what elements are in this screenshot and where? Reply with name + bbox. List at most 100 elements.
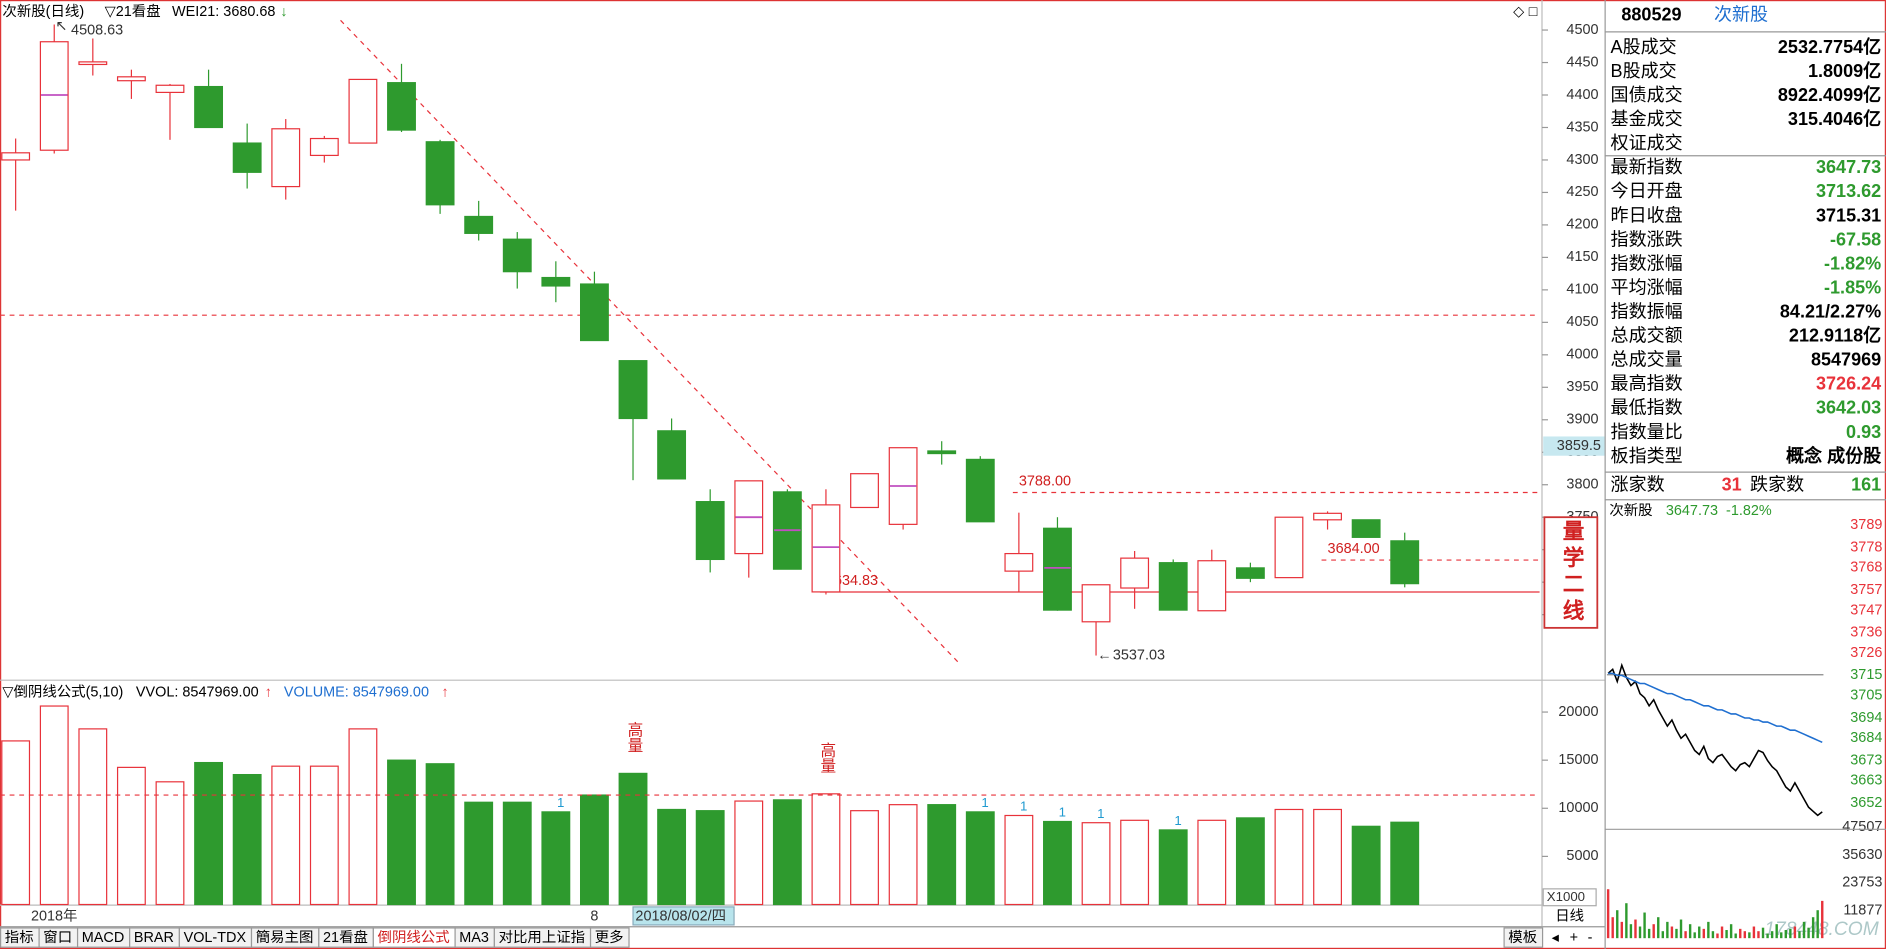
tab-label[interactable]: MACD	[82, 930, 124, 946]
y-tick-label: 3715	[1850, 667, 1882, 683]
tab-label[interactable]: BRAR	[134, 930, 174, 946]
intraday-change: -1.82%	[1726, 503, 1772, 519]
y-tick-label: 3900	[1566, 412, 1598, 428]
quote-label: A股成交	[1611, 37, 1677, 57]
volume-arrow: ↑	[441, 685, 448, 701]
extreme-label: 3537.03	[1113, 647, 1165, 663]
extreme-arrow: ←	[1097, 647, 1111, 663]
quote-label: 最高指数	[1611, 374, 1683, 394]
candle-body	[1158, 562, 1188, 611]
candle-body	[1390, 540, 1420, 585]
volume-bar	[811, 793, 841, 906]
candle-body	[850, 473, 879, 509]
y2-tick-label: 35630	[1842, 847, 1882, 863]
intraday-line	[1608, 672, 1823, 744]
quote-value: 2532.7754亿	[1778, 36, 1881, 57]
tab[interactable]	[1503, 927, 1544, 948]
indicator: WEI21: 3680.68	[172, 4, 275, 20]
quote-value: 84.21/2.27%	[1780, 301, 1881, 321]
y-tick-label: 10000	[1558, 800, 1598, 816]
quote-label: 指数量比	[1611, 422, 1683, 442]
volume-bar	[387, 759, 416, 906]
period[interactable]: 日线	[1555, 907, 1584, 924]
y-tick-label: 3673	[1850, 752, 1882, 768]
badge: 量学二线	[1543, 516, 1599, 629]
y-tick-label: 3747	[1850, 602, 1882, 618]
breadth-up-label: 涨家数	[1611, 475, 1665, 495]
quote-value: 0.93	[1846, 422, 1881, 442]
y-tick-label: 4350	[1566, 119, 1598, 135]
volume-title[interactable]: ▽倒阴线公式(5,10)	[2, 684, 123, 701]
y-tick-label: 3726	[1850, 645, 1882, 661]
volume-bar	[579, 794, 609, 906]
badge-text: 量学二线	[1560, 520, 1585, 626]
extreme-arrow: ↖	[55, 19, 67, 35]
tab-label[interactable]: 簡易主图	[256, 929, 314, 946]
y-tick-label: 15000	[1558, 752, 1598, 768]
tab-label[interactable]: VOL-TDX	[184, 930, 247, 946]
tab-label[interactable]: 指标	[5, 929, 34, 946]
volume-bar	[1081, 822, 1111, 906]
tab-label[interactable]: 窗口	[43, 928, 72, 946]
candle-body	[116, 76, 146, 82]
tab-label[interactable]: 模板	[1508, 929, 1537, 946]
tab-label[interactable]: 对比用上证指	[499, 929, 586, 946]
volume-signal: 1	[557, 795, 564, 810]
volume-bar	[1, 740, 31, 906]
volume-bar	[1004, 814, 1034, 906]
quote-code: 880529	[1621, 4, 1681, 24]
tab-label[interactable]: 倒阴线公式	[378, 929, 450, 946]
y2-tick-label: 47507	[1842, 819, 1882, 835]
menu[interactable]: ▽21看盘	[105, 2, 161, 20]
candle-body	[1313, 512, 1342, 521]
quote-label: 国债成交	[1611, 85, 1683, 105]
volume-bar	[464, 801, 494, 906]
volume-bar	[965, 811, 995, 906]
y2-tick-label: 23753	[1842, 875, 1882, 891]
cursor-value: 3859.5	[1557, 438, 1601, 454]
quote-label: 基金成交	[1611, 109, 1683, 129]
y-tick-label: 3950	[1566, 379, 1598, 395]
volume-bar	[657, 808, 687, 906]
candle-body	[965, 458, 995, 523]
volume-bar	[772, 799, 802, 906]
volume-bar	[1390, 821, 1420, 906]
zoom-button[interactable]: ◂	[1552, 930, 1560, 946]
volume-bar	[1158, 829, 1188, 906]
candle-body	[1043, 527, 1072, 611]
y-tick-label: 4450	[1566, 54, 1598, 70]
vvol-arrow: ↑	[265, 685, 272, 701]
candle-body	[811, 504, 841, 593]
quote-value: 3647.73	[1816, 157, 1881, 177]
quote-label: 今日开盘	[1611, 181, 1683, 201]
volume-signal: 1	[1020, 799, 1027, 814]
y-tick-label: 4150	[1566, 249, 1598, 265]
tab-label[interactable]: MA3	[459, 930, 489, 946]
zoom-button[interactable]: -	[1588, 930, 1593, 946]
toolbar-icon[interactable]: □	[1529, 4, 1538, 20]
candle-body	[78, 61, 108, 66]
candle-body	[464, 215, 494, 234]
y-tick-label: 3736	[1850, 625, 1882, 641]
quote-value: -67.58	[1830, 229, 1881, 249]
y-tick-label: 3800	[1566, 477, 1598, 493]
volume-bar	[927, 804, 957, 906]
candle-body	[618, 360, 648, 420]
zoom-button[interactable]: +	[1570, 930, 1578, 946]
volume-bar	[541, 811, 571, 906]
quote-label: 最低指数	[1611, 398, 1683, 418]
toolbar-icon[interactable]: ◇	[1513, 4, 1525, 20]
intraday-line	[1607, 662, 1823, 817]
badge-box	[1543, 516, 1599, 629]
y-tick-label: 4000	[1566, 347, 1598, 363]
tab-label[interactable]: 更多	[595, 929, 624, 946]
y-tick-label: 4100	[1566, 282, 1598, 298]
tab-label[interactable]: 21看盘	[323, 928, 368, 946]
quote-value: -1.85%	[1824, 277, 1881, 297]
tab[interactable]	[589, 927, 630, 948]
volume-signal: 1	[1097, 806, 1104, 821]
volume-bar	[1313, 808, 1342, 906]
candle-body	[1004, 552, 1034, 572]
volume-bar	[1274, 808, 1304, 906]
